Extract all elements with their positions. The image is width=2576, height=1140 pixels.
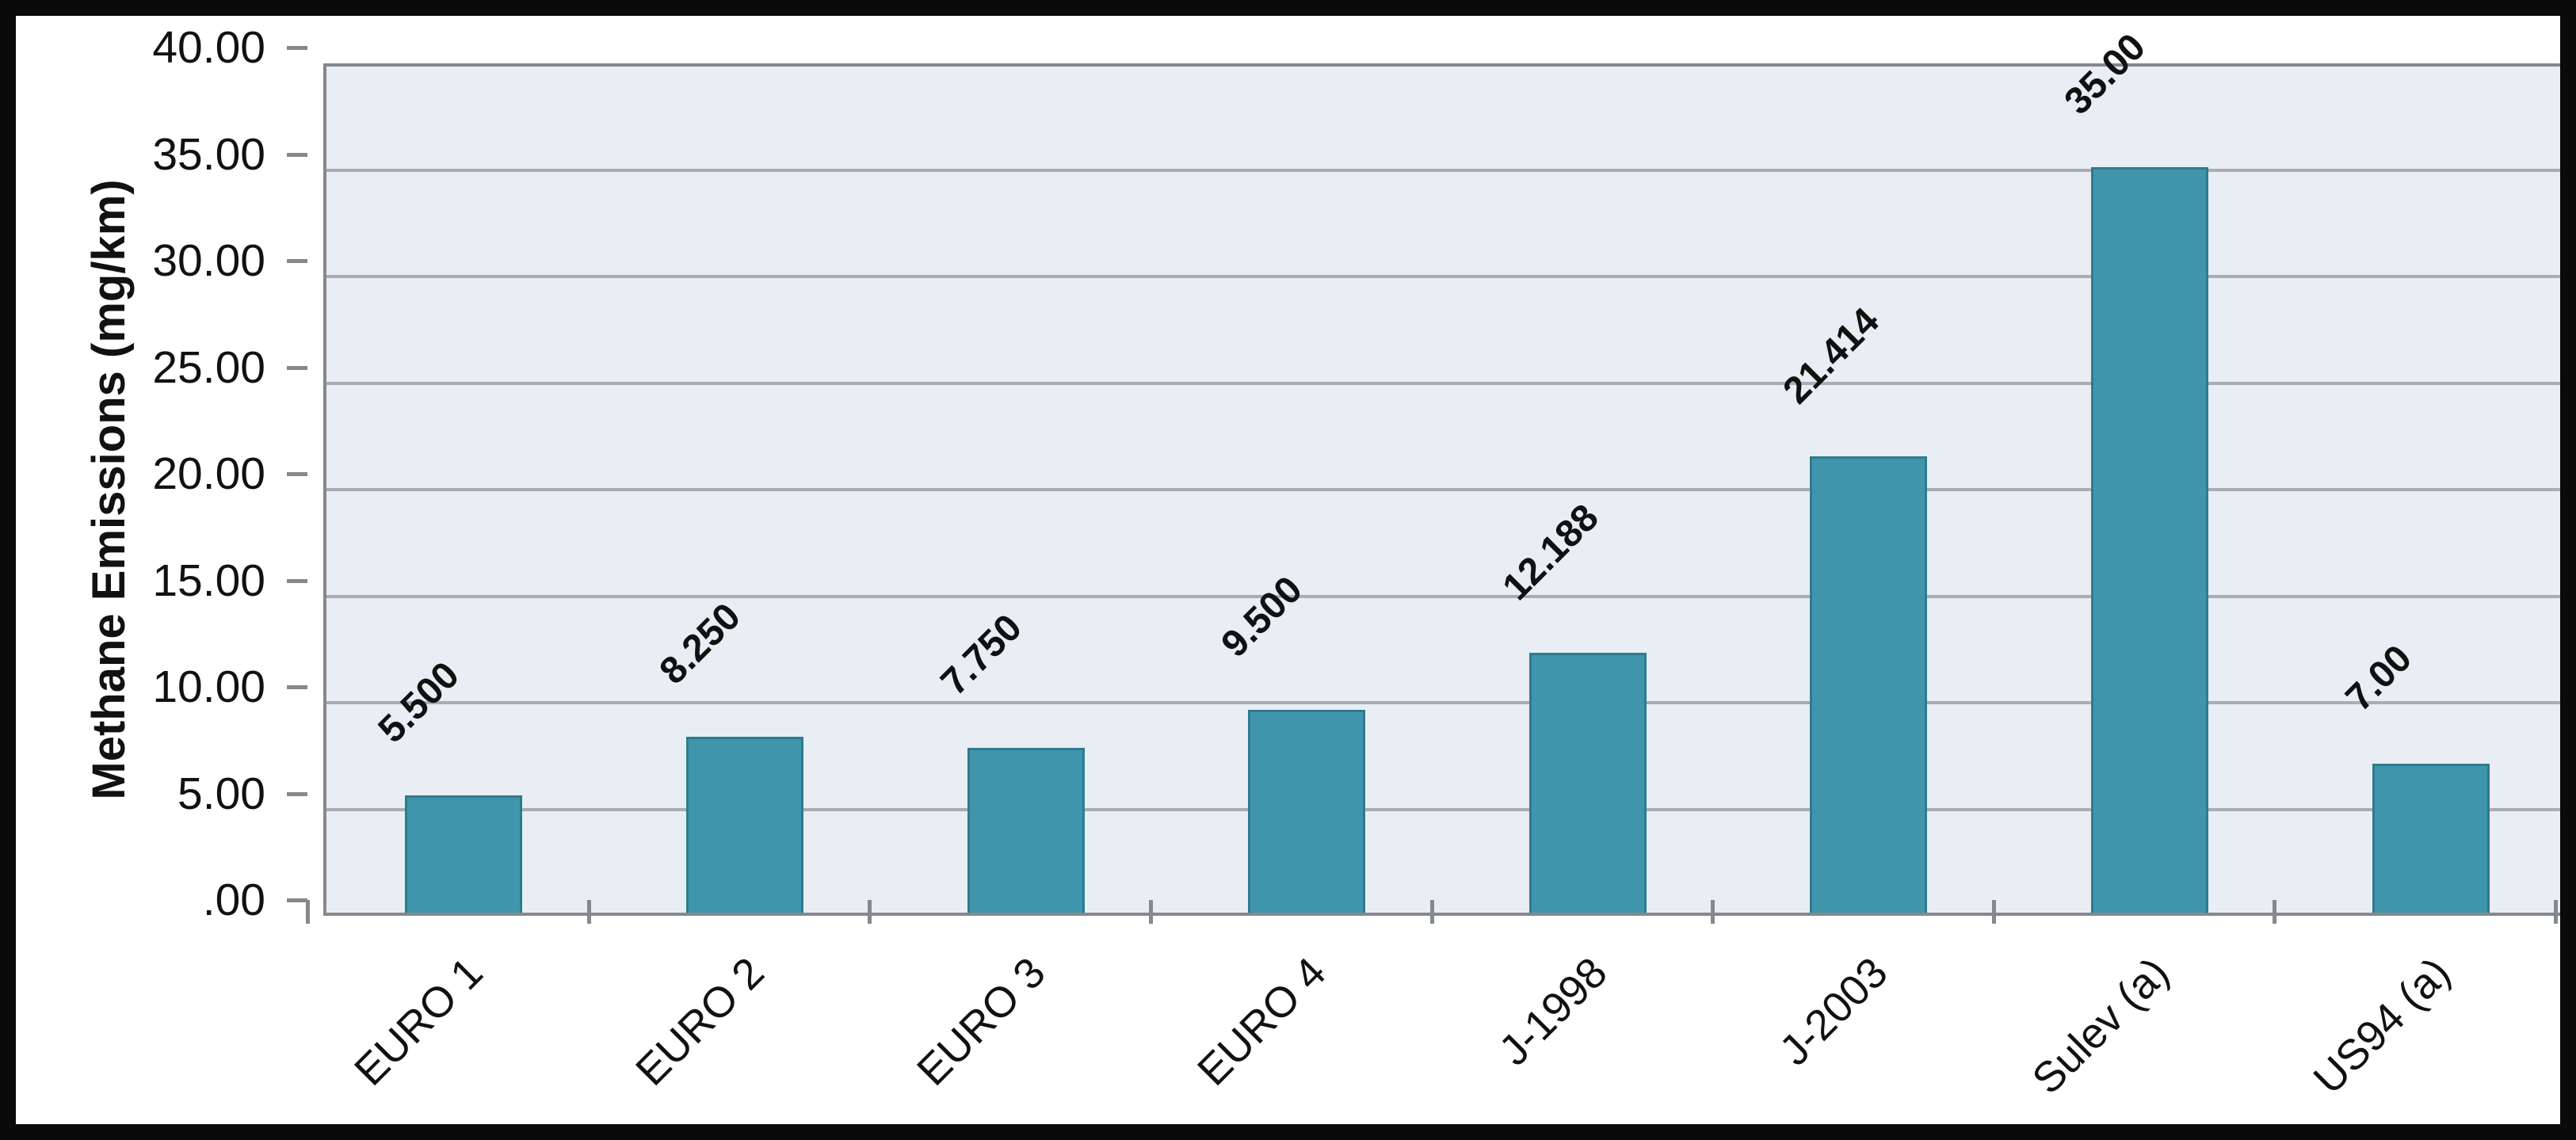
y-axis-tick-label-10: 10.00 bbox=[152, 662, 265, 712]
x-axis-label-euro-2: EURO 2 bbox=[627, 948, 773, 1095]
y-axis-tick-label-25: 25.00 bbox=[152, 341, 265, 393]
bar-euro-1 bbox=[405, 795, 523, 913]
gridline-25 bbox=[326, 381, 2560, 385]
x-axis-label-us94-a: US94 (a) bbox=[2304, 948, 2460, 1104]
y-axis-tick-label-5: 5.00 bbox=[177, 768, 265, 819]
y-tick-20 bbox=[287, 472, 307, 476]
gridline-30 bbox=[326, 275, 2560, 278]
x-tick-2 bbox=[868, 900, 872, 924]
y-axis-tick-label-0: .00 bbox=[202, 875, 265, 925]
x-axis-label-euro-1: EURO 1 bbox=[345, 948, 493, 1095]
x-axis-label-j-2003: J-2003 bbox=[1770, 948, 1898, 1075]
x-tick-4 bbox=[1429, 900, 1434, 924]
y-tick-10 bbox=[287, 685, 307, 689]
y-axis-tick-label-20: 20.00 bbox=[152, 448, 265, 499]
plot-area bbox=[323, 63, 2560, 916]
x-tick-5 bbox=[1711, 900, 1715, 924]
x-tick-6 bbox=[1991, 900, 1996, 924]
y-tick-5 bbox=[287, 791, 307, 796]
bar-j-1998 bbox=[1528, 653, 1647, 913]
gridline-5 bbox=[326, 807, 2560, 811]
x-tick-7 bbox=[2273, 900, 2277, 924]
y-axis-tick-label-30: 30.00 bbox=[152, 235, 265, 286]
bar-euro-2 bbox=[685, 737, 803, 913]
y-tick-25 bbox=[287, 365, 307, 370]
y-tick-35 bbox=[287, 152, 307, 157]
y-tick-0 bbox=[287, 898, 307, 902]
x-tick-8 bbox=[2554, 900, 2558, 924]
y-axis-tick-label-15: 15.00 bbox=[152, 555, 265, 606]
gridline-15 bbox=[326, 594, 2560, 598]
y-axis-tick-label-40: 40.00 bbox=[152, 22, 265, 73]
y-tick-30 bbox=[287, 259, 307, 263]
gridline-10 bbox=[326, 701, 2560, 704]
y-tick-15 bbox=[287, 578, 307, 583]
y-axis-tick-label-35: 35.00 bbox=[152, 128, 265, 180]
y-tick-40 bbox=[287, 46, 307, 50]
bar-us94-a bbox=[2372, 763, 2490, 913]
bar-j-2003 bbox=[1810, 456, 1928, 913]
x-tick-3 bbox=[1148, 900, 1153, 924]
bar-sulev-a bbox=[2091, 166, 2209, 913]
bar-euro-3 bbox=[967, 747, 1085, 913]
x-axis-label-euro-4: EURO 4 bbox=[1189, 948, 1335, 1095]
gridline-20 bbox=[326, 488, 2560, 491]
x-tick-0 bbox=[306, 900, 310, 924]
x-tick-1 bbox=[586, 900, 591, 924]
x-axis-label-j-1998: J-1998 bbox=[1490, 948, 1616, 1075]
x-axis-label-euro-3: EURO 3 bbox=[907, 948, 1055, 1095]
x-axis-label-sulev-a: Sulev (a) bbox=[2023, 948, 2178, 1104]
bar-euro-4 bbox=[1248, 710, 1366, 913]
gridline-35 bbox=[326, 168, 2560, 172]
